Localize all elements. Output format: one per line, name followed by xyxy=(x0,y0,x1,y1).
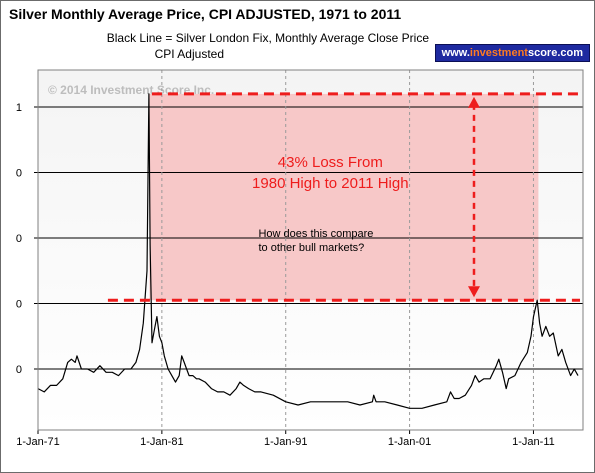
y-tick-label: 0 xyxy=(16,168,22,180)
loss-annotation-line2: 1980 High to 2011 High xyxy=(252,175,409,192)
x-tick-label: 1-Jan-11 xyxy=(512,436,555,448)
y-tick-label: 0 xyxy=(16,233,22,245)
chart-title: Silver Monthly Average Price, CPI ADJUST… xyxy=(9,6,402,22)
website-badge[interactable]: www.investmentscore.com xyxy=(434,44,590,62)
badge-prefix: www. xyxy=(441,47,470,59)
x-tick-label: 1-Jan-91 xyxy=(264,436,307,448)
loss-arrow-head-up xyxy=(468,96,480,108)
loss-arrow-head-down xyxy=(468,286,480,298)
badge-highlight: investment xyxy=(469,47,528,59)
y-tick-label: 1 xyxy=(16,102,22,114)
plot-border xyxy=(37,69,584,431)
loss-shade-region xyxy=(149,93,539,301)
question-annotation-line2: to other bull markets? xyxy=(258,242,364,254)
badge-suffix: score.com xyxy=(527,47,583,59)
chart-subtitle-line2: CPI Adjusted xyxy=(154,47,224,61)
loss-annotation-line1: 43% Loss From xyxy=(278,154,383,171)
chart-subtitle-line1: Black Line = Silver London Fix, Monthly … xyxy=(106,31,429,45)
question-annotation-line1: How does this compare xyxy=(258,228,373,240)
silver-price-line xyxy=(37,93,579,409)
x-tick-label: 1-Jan-71 xyxy=(16,436,59,448)
x-tick-label: 1-Jan-01 xyxy=(388,436,431,448)
y-tick-label: 0 xyxy=(16,364,22,376)
y-tick-label: 0 xyxy=(16,299,22,311)
x-tick-label: 1-Jan-81 xyxy=(140,436,183,448)
